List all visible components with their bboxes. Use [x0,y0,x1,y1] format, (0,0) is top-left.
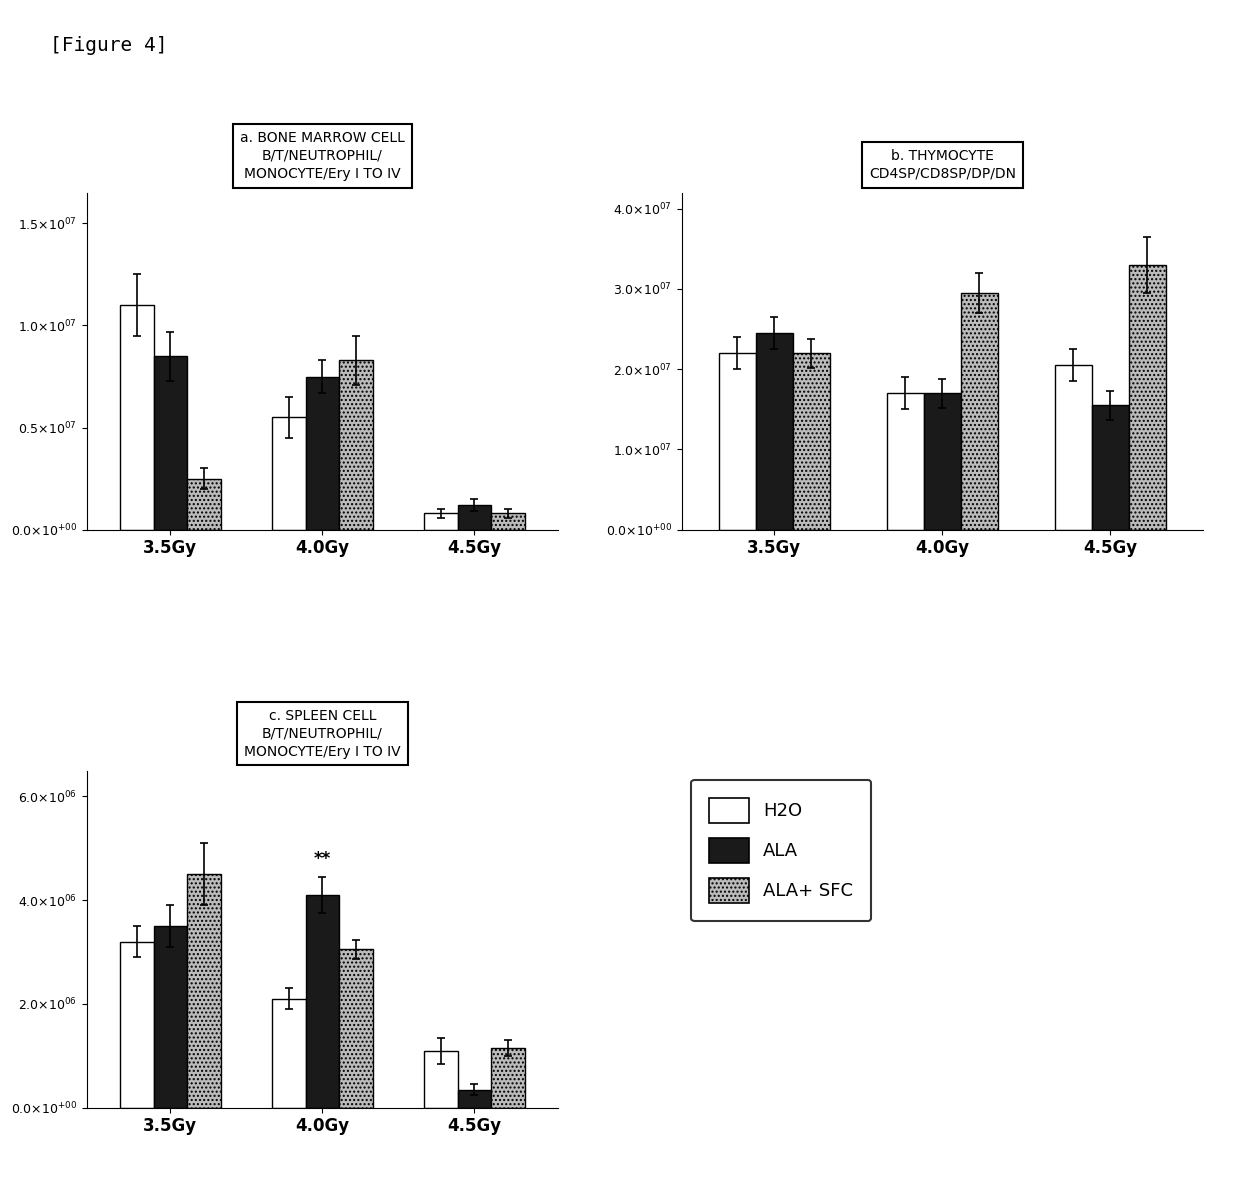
Bar [961,293,998,530]
Bar [120,942,154,1108]
Bar [273,418,306,530]
Bar [424,513,458,530]
Bar [273,999,306,1108]
Bar [154,356,187,530]
Bar [1092,406,1128,530]
Text: c. SPLEEN CELL
B/T/NEUTROPHIL/
MONOCYTE/Ery I TO IV: c. SPLEEN CELL B/T/NEUTROPHIL/ MONOCYTE/… [244,709,401,759]
Bar [491,513,525,530]
Bar [458,506,491,530]
Bar [491,1047,525,1108]
Text: **: ** [314,850,331,868]
Bar [306,895,339,1108]
Bar [120,305,154,530]
Bar [306,377,339,530]
Bar [187,874,221,1108]
Bar [719,353,756,530]
Bar [887,394,924,530]
Text: [Figure 4]: [Figure 4] [50,36,167,55]
Legend: H2O, ALA, ALA+ SFC: H2O, ALA, ALA+ SFC [691,779,872,921]
Bar [792,353,830,530]
Text: b. THYMOCYTE
CD4SP/CD8SP/DP/DN: b. THYMOCYTE CD4SP/CD8SP/DP/DN [869,149,1016,181]
Bar [154,926,187,1108]
Bar [187,479,221,530]
Bar [1055,365,1092,530]
Bar [424,1051,458,1108]
Text: a. BONE MARROW CELL
B/T/NEUTROPHIL/
MONOCYTE/Ery I TO IV: a. BONE MARROW CELL B/T/NEUTROPHIL/ MONO… [241,131,404,181]
Bar [924,394,961,530]
Bar [339,950,372,1108]
Bar [756,334,792,530]
Bar [458,1090,491,1108]
Bar [339,360,372,530]
Bar [1128,265,1166,530]
